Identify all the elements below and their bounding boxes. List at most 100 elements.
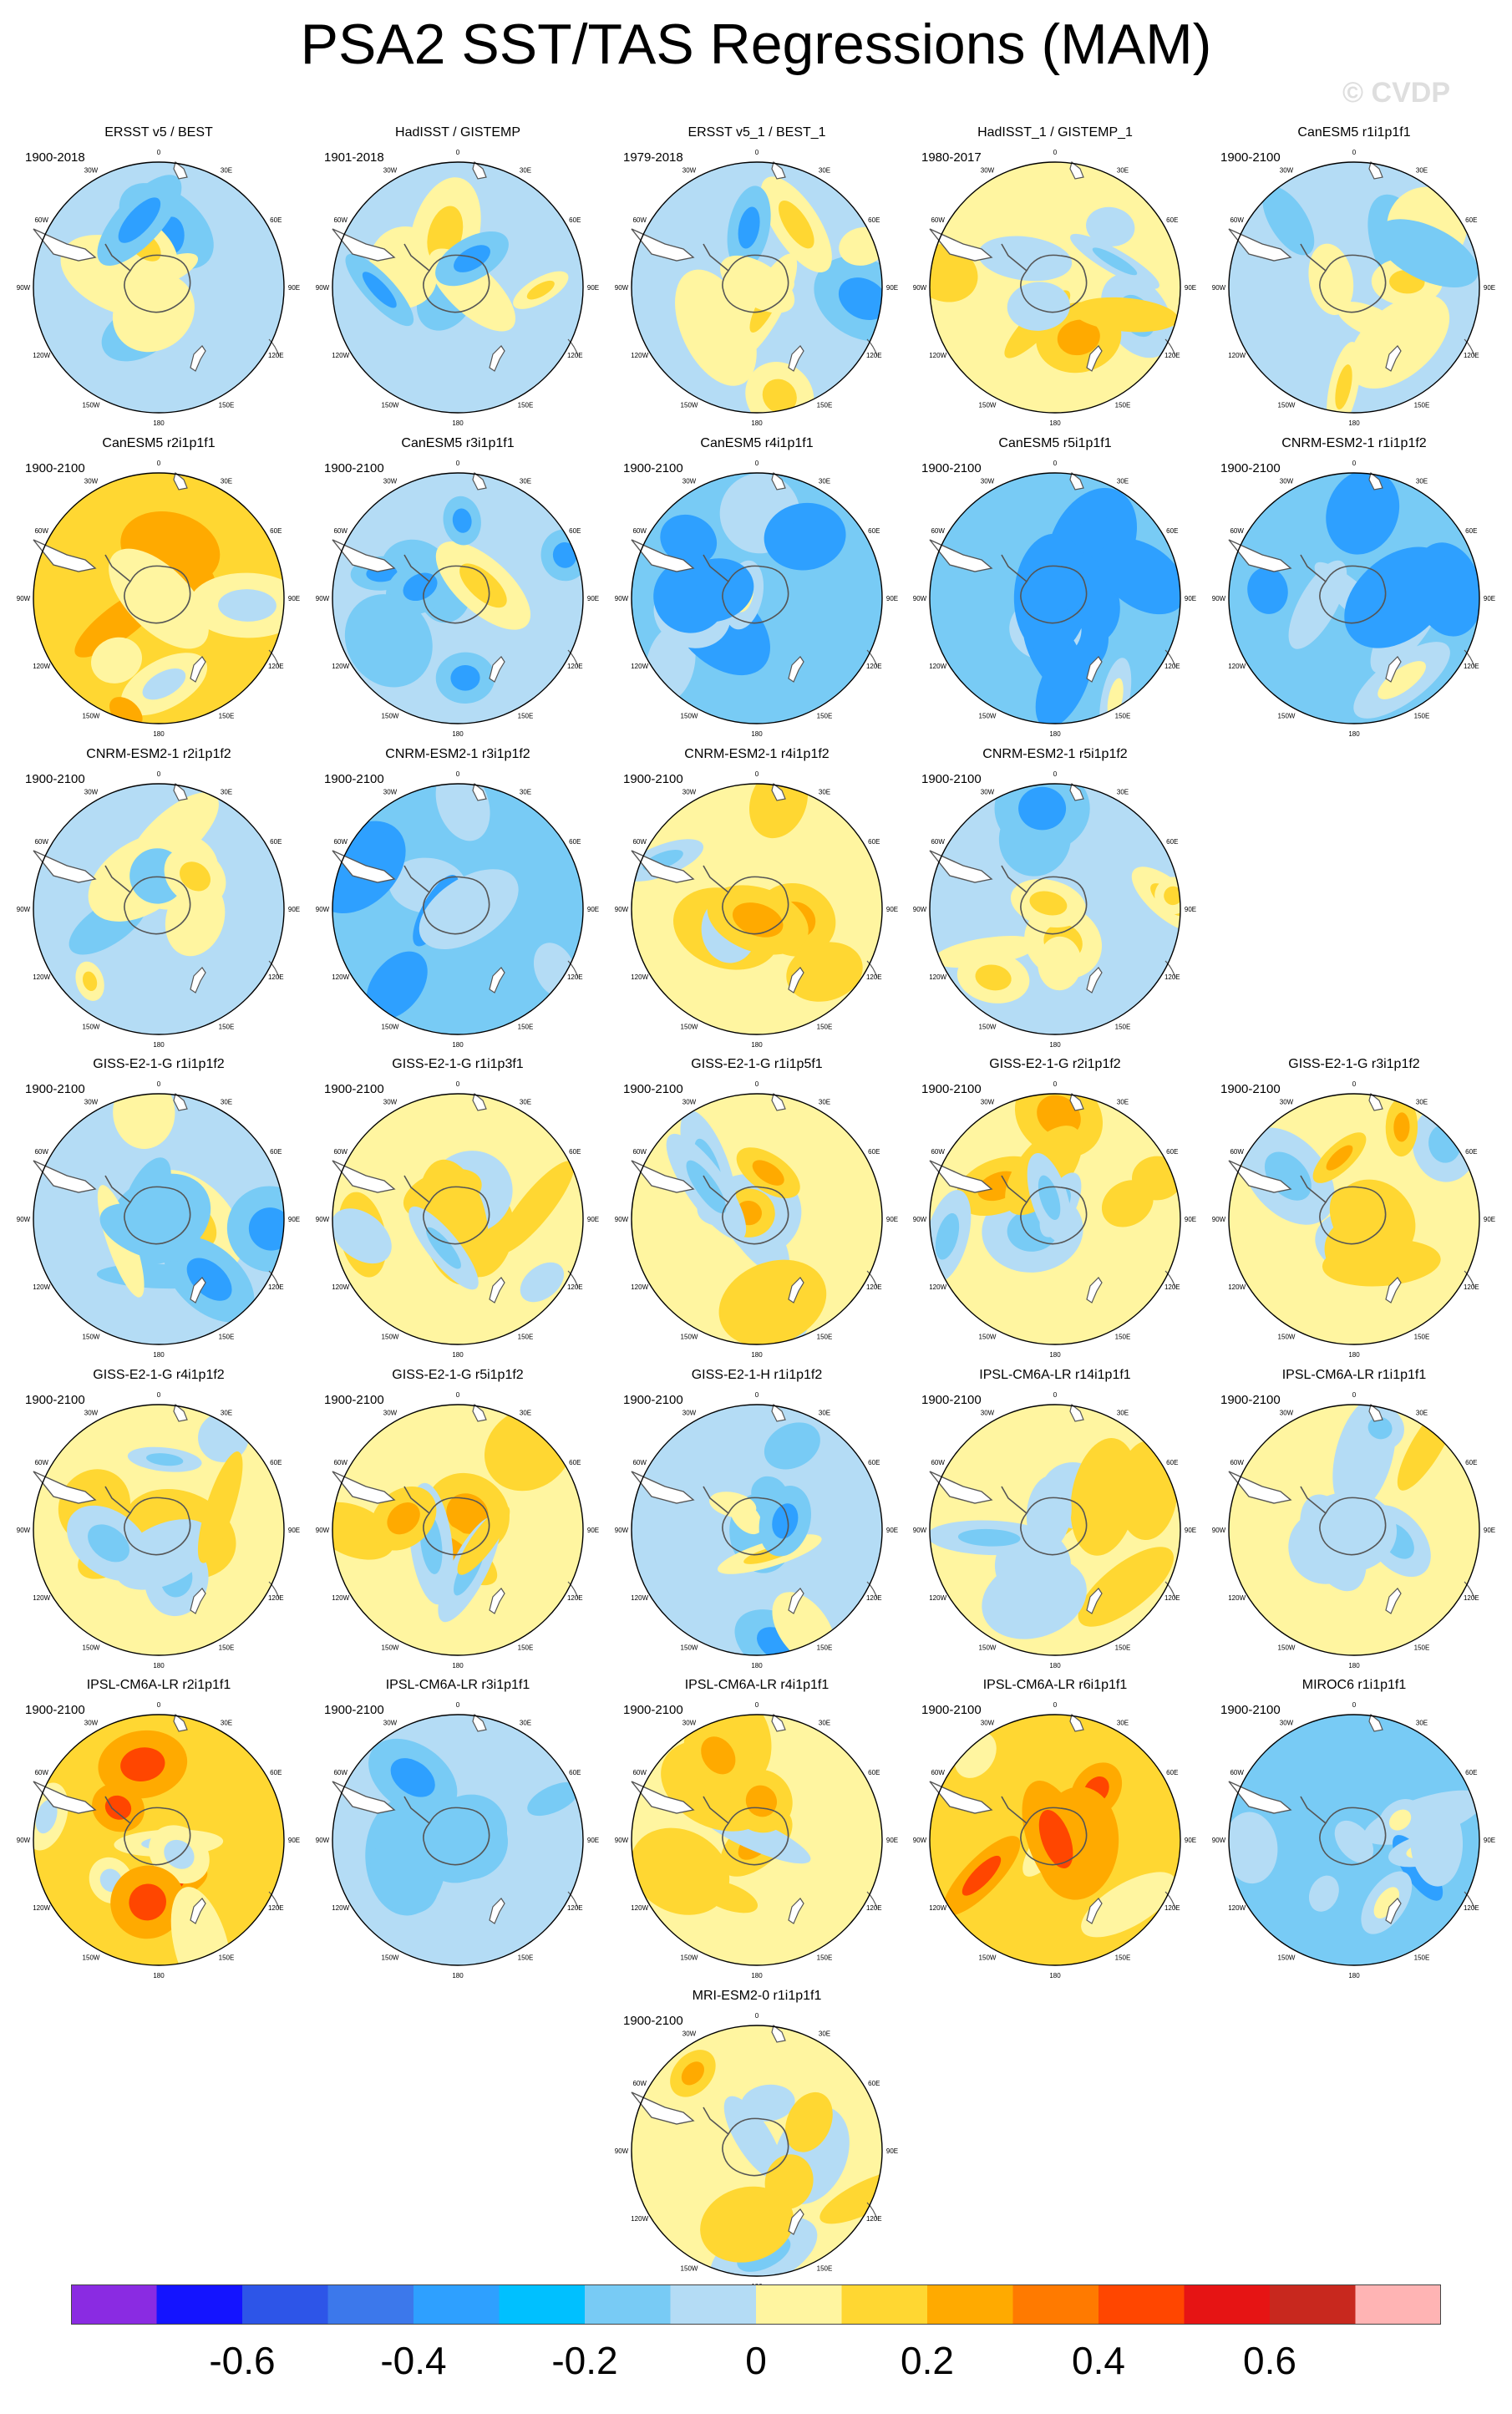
longitude-label: 90E — [886, 284, 898, 292]
longitude-label: 90W — [615, 284, 629, 292]
longitude-label: 0 — [157, 1701, 161, 1709]
longitude-label: 150W — [83, 1023, 100, 1030]
anomaly-contour — [977, 236, 1073, 282]
australia-coastline — [1464, 338, 1475, 357]
longitude-label: 60E — [1465, 1148, 1477, 1156]
panel-title: GISS-E2-1-G r1i1p5f1 — [691, 1057, 823, 1071]
longitude-label: 90W — [1212, 595, 1226, 602]
longitude-label: 180 — [1348, 1351, 1360, 1359]
longitude-label: 180 — [153, 1972, 165, 1979]
anomaly-contour — [748, 784, 809, 839]
anomaly-contour-inner — [1378, 661, 1426, 699]
longitude-label: 180 — [751, 419, 763, 427]
panel-title: CanESM5 r2i1p1f1 — [102, 436, 216, 450]
map-border — [33, 1714, 285, 1966]
longitude-label: 30W — [981, 1720, 995, 1727]
new-zealand-landmass — [190, 1898, 206, 1924]
longitude-label: 90W — [17, 906, 31, 913]
map-panel: IPSL-CM6A-LR r2i1p1f1 1900-2100 0 30E 60E 90E… — [17, 1678, 301, 1987]
longitude-label: 120E — [567, 663, 583, 670]
longitude-label: 120E — [866, 2215, 882, 2223]
polar-map: 0 30E 60E 90E 120E 150E 180 150W 120W 90W 60W 30W — [1212, 149, 1495, 427]
anomaly-contour-inner — [452, 508, 472, 533]
panel-title: CanESM5 r1i1p1f1 — [1297, 125, 1411, 140]
longitude-label: 120W — [33, 1904, 50, 1912]
longitude-label: 0 — [157, 770, 161, 778]
anomaly-contour-inner — [146, 1453, 184, 1466]
panel-title: IPSL-CM6A-LR r3i1p1f1 — [385, 1678, 530, 1692]
longitude-label: 150E — [1414, 712, 1430, 719]
longitude-label: 90E — [288, 595, 300, 602]
longitude-label: 120E — [1164, 1594, 1180, 1602]
anomaly-contour-inner — [552, 542, 577, 568]
africa-landmass — [173, 160, 188, 180]
panel-period: 1900-2100 — [25, 1082, 85, 1096]
antarctica-coastline — [104, 554, 191, 624]
longitude-label: 150E — [1414, 1333, 1430, 1340]
panel-title: IPSL-CM6A-LR r14i1p1f1 — [979, 1368, 1131, 1382]
polar-map: 0 30E 60E 90E 120E 150E 180 150W 120W 90W 60W 30W — [615, 1080, 898, 1359]
longitude-label: 60W — [931, 216, 945, 224]
longitude-label: 90E — [1185, 595, 1196, 602]
australia-coastline — [1164, 649, 1176, 668]
anomaly-contour — [982, 1557, 1087, 1639]
longitude-label: 30E — [1117, 1410, 1129, 1417]
map-panel: CanESM5 r1i1p1f1 1900-2100 0 30E 60E 90E 120E 1… — [1212, 125, 1496, 435]
longitude-label: 90E — [1185, 906, 1196, 913]
longitude-label: 150E — [817, 1644, 833, 1651]
longitude-label: 120E — [567, 1594, 583, 1602]
polar-map: 0 30E 60E 90E 120E 150E 180 150W 120W 90W 60W 30W — [17, 1080, 300, 1359]
south-america-landmass — [631, 1471, 695, 1504]
longitude-label: 180 — [1049, 419, 1061, 427]
panel-period: 1980-2017 — [921, 150, 982, 165]
map-panel: CNRM-ESM2-1 r5i1p1f2 1900-2100 0 30E 60E 90E 1… — [913, 747, 1197, 1056]
longitude-label: 60E — [1166, 1459, 1178, 1466]
longitude-label: 150E — [518, 1023, 534, 1030]
longitude-label: 150W — [382, 1023, 399, 1030]
antarctica-coastline — [104, 865, 191, 935]
longitude-label: 150W — [681, 401, 698, 409]
panel-period: 1979-2018 — [623, 150, 683, 165]
longitude-label: 0 — [157, 149, 161, 156]
longitude-label: 90W — [913, 906, 927, 913]
south-america-landmass — [631, 850, 695, 883]
longitude-label: 150E — [1414, 401, 1430, 409]
longitude-label: 0 — [1053, 1701, 1058, 1709]
australia-coastline — [567, 1270, 579, 1288]
new-zealand-landmass — [1385, 656, 1402, 683]
longitude-label: 30E — [520, 789, 531, 796]
longitude-label: 180 — [153, 419, 165, 427]
longitude-label: 150W — [979, 712, 997, 719]
new-zealand-landmass — [190, 967, 206, 994]
south-america-landmass — [33, 1160, 97, 1193]
longitude-label: 0 — [157, 1080, 161, 1088]
anomaly-contour — [91, 637, 142, 684]
longitude-label: 120W — [332, 663, 349, 670]
longitude-label: 150W — [382, 401, 399, 409]
new-zealand-landmass — [788, 1898, 804, 1924]
anomaly-contour — [930, 244, 978, 302]
australia-coastline — [567, 1581, 579, 1599]
longitude-label: 90E — [587, 1837, 599, 1844]
south-america-landmass — [33, 1471, 97, 1504]
longitude-label: 120E — [1164, 1904, 1180, 1912]
longitude-label: 90E — [1484, 1527, 1495, 1534]
longitude-label: 30E — [520, 167, 531, 175]
africa-landmass — [1368, 471, 1383, 490]
map-border — [631, 2025, 883, 2277]
anomaly-contour-inner — [1367, 1416, 1393, 1440]
longitude-label: 150W — [1278, 712, 1296, 719]
longitude-label: 90E — [288, 284, 300, 292]
map-border — [631, 783, 883, 1035]
longitude-label: 150W — [979, 1023, 997, 1030]
map-panel: IPSL-CM6A-LR r6i1p1f1 1900-2100 0 30E 60E 90E… — [913, 1678, 1197, 1987]
longitude-label: 150W — [979, 1644, 997, 1651]
colorbar-swatch — [414, 2284, 500, 2325]
longitude-label: 60W — [931, 1769, 945, 1776]
africa-landmass — [173, 471, 188, 490]
longitude-label: 150W — [979, 1954, 997, 1961]
longitude-label: 60W — [931, 838, 945, 846]
longitude-label: 180 — [452, 1662, 464, 1669]
antarctica-coastline — [703, 554, 789, 624]
longitude-label: 0 — [755, 1080, 759, 1088]
